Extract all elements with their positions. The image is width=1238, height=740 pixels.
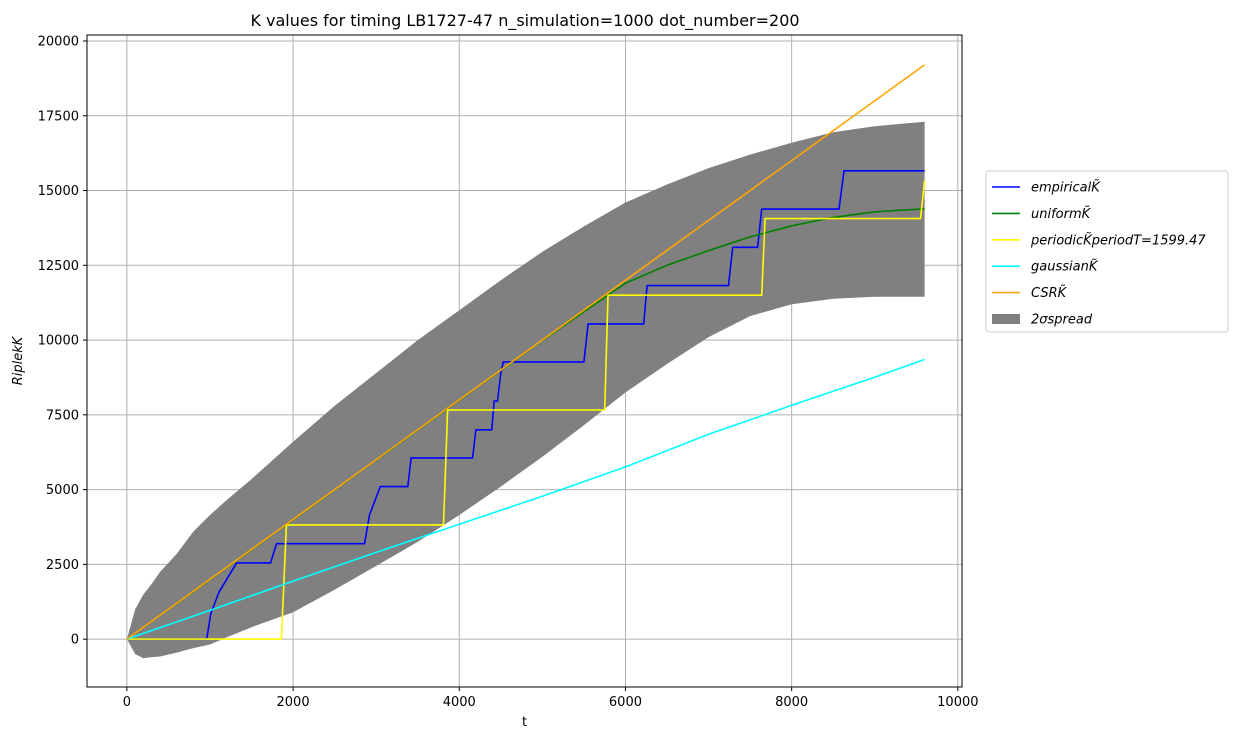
y-axis-label: RiplekK [11,335,26,385]
y-tick-label: 17500 [38,109,79,124]
series-line-gaussiank [126,358,925,640]
y-tick-label: 7500 [46,408,79,423]
y-axis-ticks: 0 2500 5000 7500 10000 12500 15000 17500 20000 [38,34,87,648]
y-tick-label: 2500 [46,558,79,573]
y-tick-label: 5000 [46,483,79,498]
legend-label: 2σspread [1031,313,1093,328]
y-tick-label: 10000 [38,334,79,349]
legend-label: empiricalK̃ [1031,180,1101,195]
legend-label: CSRK̃ [1031,286,1068,301]
x-axis-ticks: 0 2000 4000 6000 8000 10000 [123,687,979,710]
legend-swatch [992,314,1020,324]
x-tick-label: 4000 [443,695,476,710]
legend-items: empiricalK̃ uniformK̃ periodicK̃periodT=15… [992,180,1206,328]
x-axis-label: t [522,715,527,730]
legend: empiricalK̃ uniformK̃ periodicK̃periodT=15… [985,170,1229,333]
y-tick-label: 12500 [38,259,79,274]
y-tick-label: 0 [71,633,79,648]
plot-area [86,34,963,688]
y-tick-label: 20000 [38,34,79,49]
legend-box [985,170,1229,333]
legend-label: gaussianK̃ [1031,259,1099,274]
x-tick-label: 0 [123,695,131,710]
x-tick-label: 2000 [277,695,310,710]
legend-label: periodicK̃periodT=1599.47 [1030,233,1206,248]
x-tick-label: 10000 [937,695,978,710]
plot-frame [86,34,963,688]
y-tick-label: 15000 [38,184,79,199]
series-line-csrk [126,64,926,640]
x-tick-label: 6000 [609,695,642,710]
series-line-empiricalk [126,170,925,640]
legend-label: uniformK̃ [1031,207,1092,222]
x-tick-label: 8000 [775,695,808,710]
chart-title: K values for timing LB1727-47 n_simulati… [250,11,799,31]
series-line-periodick-periodt-1599-47 [126,180,926,640]
series-layer [126,64,926,640]
